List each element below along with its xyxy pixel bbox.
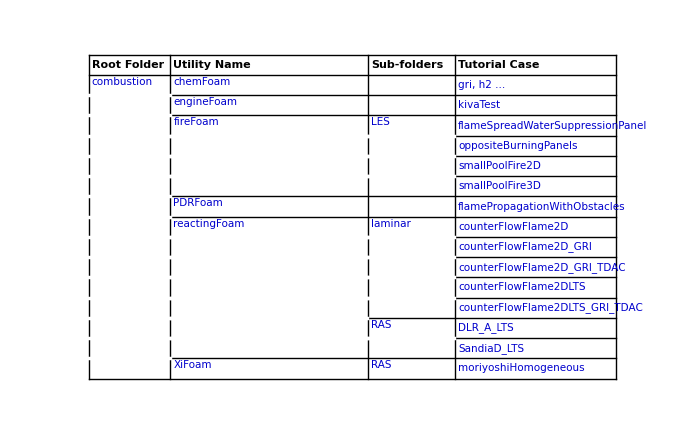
Text: laminar: laminar — [371, 219, 411, 229]
Text: counterFlowFlame2D_GRI_TDAC: counterFlowFlame2D_GRI_TDAC — [458, 262, 626, 273]
Text: chemFoam: chemFoam — [173, 77, 231, 87]
Text: flamePropagationWithObstacles: flamePropagationWithObstacles — [458, 202, 626, 211]
Text: smallPoolFire3D: smallPoolFire3D — [458, 181, 541, 191]
Text: oppositeBurningPanels: oppositeBurningPanels — [458, 141, 578, 151]
Text: counterFlowFlame2D: counterFlowFlame2D — [458, 222, 568, 232]
Text: LES: LES — [371, 118, 390, 127]
Text: RAS: RAS — [371, 360, 392, 370]
Text: counterFlowFlame2D_GRI: counterFlowFlame2D_GRI — [458, 242, 592, 252]
Text: counterFlowFlame2DLTS: counterFlowFlame2DLTS — [458, 282, 586, 293]
Text: SandiaD_LTS: SandiaD_LTS — [458, 343, 524, 353]
Text: fireFoam: fireFoam — [173, 118, 219, 127]
Text: DLR_A_LTS: DLR_A_LTS — [458, 323, 514, 333]
Text: counterFlowFlame2DLTS_GRI_TDAC: counterFlowFlame2DLTS_GRI_TDAC — [458, 302, 643, 313]
Text: reactingFoam: reactingFoam — [173, 219, 245, 229]
Text: smallPoolFire2D: smallPoolFire2D — [458, 161, 541, 171]
Text: moriyoshiHomogeneous: moriyoshiHomogeneous — [458, 363, 585, 373]
Text: combustion: combustion — [92, 77, 153, 87]
Text: PDRFoam: PDRFoam — [173, 198, 223, 208]
Text: RAS: RAS — [371, 320, 392, 330]
Text: Utility Name: Utility Name — [173, 60, 251, 70]
Text: Sub-folders: Sub-folders — [371, 60, 443, 70]
Text: Tutorial Case: Tutorial Case — [458, 60, 539, 70]
Text: gri, h2 ...: gri, h2 ... — [458, 80, 506, 90]
Text: kivaTest: kivaTest — [458, 100, 500, 110]
Text: Root Folder: Root Folder — [92, 60, 164, 70]
Text: engineFoam: engineFoam — [173, 97, 238, 107]
Text: flameSpreadWaterSuppressionPanel: flameSpreadWaterSuppressionPanel — [458, 121, 647, 130]
Text: XiFoam: XiFoam — [173, 360, 212, 370]
